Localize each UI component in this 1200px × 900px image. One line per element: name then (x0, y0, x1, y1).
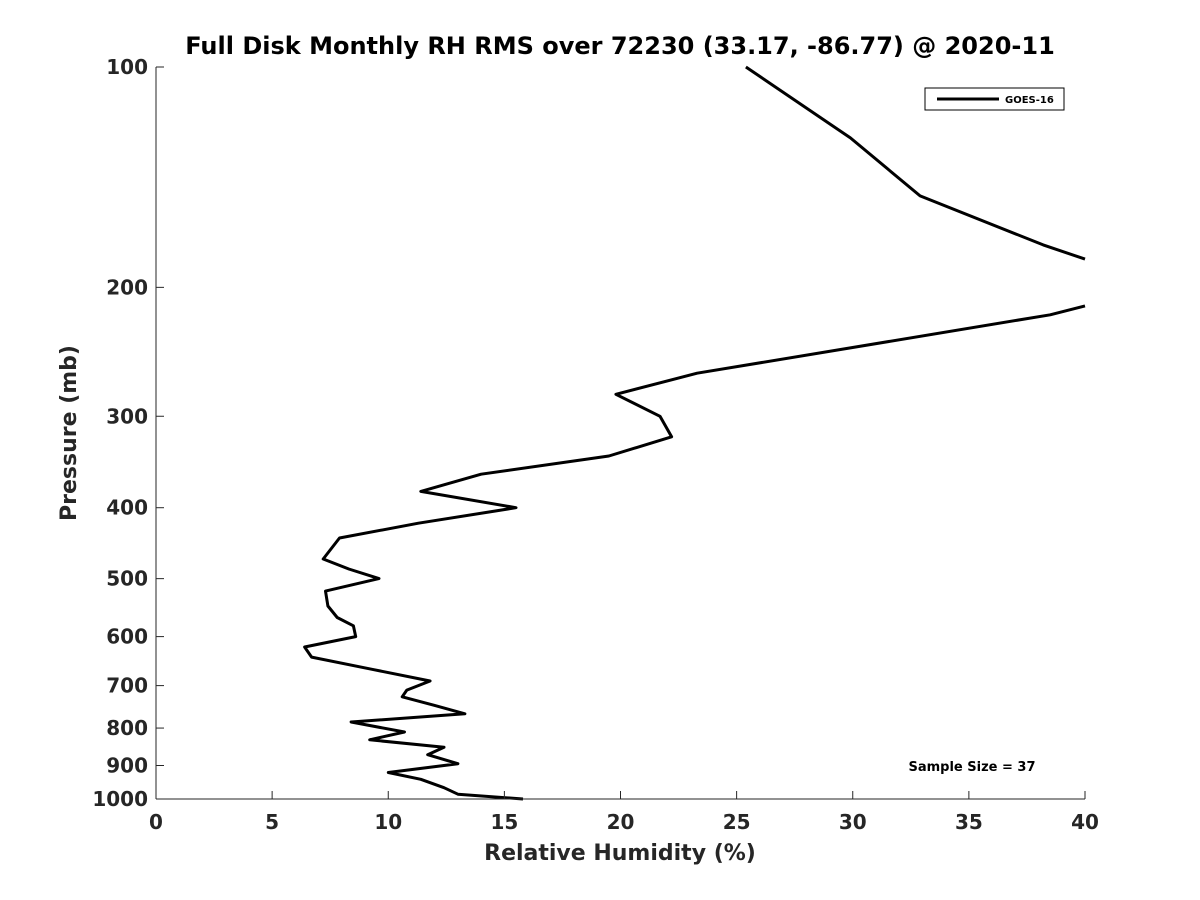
x-tick-label: 0 (149, 810, 163, 834)
x-tick-label: 5 (265, 810, 279, 834)
x-tick-label: 15 (490, 810, 518, 834)
sample-size-annotation: Sample Size = 37 (908, 760, 1035, 775)
x-axis-label: Relative Humidity (%) (484, 841, 756, 866)
x-tick-label: 35 (955, 810, 983, 834)
y-tick-label: 400 (106, 496, 148, 520)
series-line-0-segment-0 (745, 65, 1086, 261)
y-tick-label: 600 (106, 625, 148, 649)
x-tick-label: 20 (607, 810, 635, 834)
x-tick-label: 30 (839, 810, 867, 834)
series-line-0-segment-1 (303, 304, 1086, 801)
y-tick-label: 1000 (92, 787, 148, 811)
y-tick-label: 300 (106, 404, 148, 428)
chart-title: Full Disk Monthly RH RMS over 72230 (33.… (185, 32, 1055, 60)
y-tick-label: 700 (106, 674, 148, 698)
x-tick-label: 25 (723, 810, 751, 834)
x-tick-label: 10 (374, 810, 402, 834)
y-ticks: 100 200 300 400 500 600 700 800 900 1000 (92, 55, 164, 811)
y-tick-label: 100 (106, 55, 148, 79)
y-tick-label: 900 (106, 754, 148, 778)
legend: GOES-16 (924, 87, 1065, 111)
x-tick-label: 40 (1071, 810, 1099, 834)
x-ticks: 0 5 10 15 20 25 30 35 40 (149, 791, 1099, 834)
y-tick-label: 500 (106, 567, 148, 591)
legend-entry-goes-16: GOES-16 (1005, 95, 1054, 106)
y-tick-label: 200 (106, 275, 148, 299)
y-axis-label: Pressure (mb) (57, 345, 82, 521)
y-tick-label: 800 (106, 716, 148, 740)
plot-lines (303, 65, 1086, 801)
